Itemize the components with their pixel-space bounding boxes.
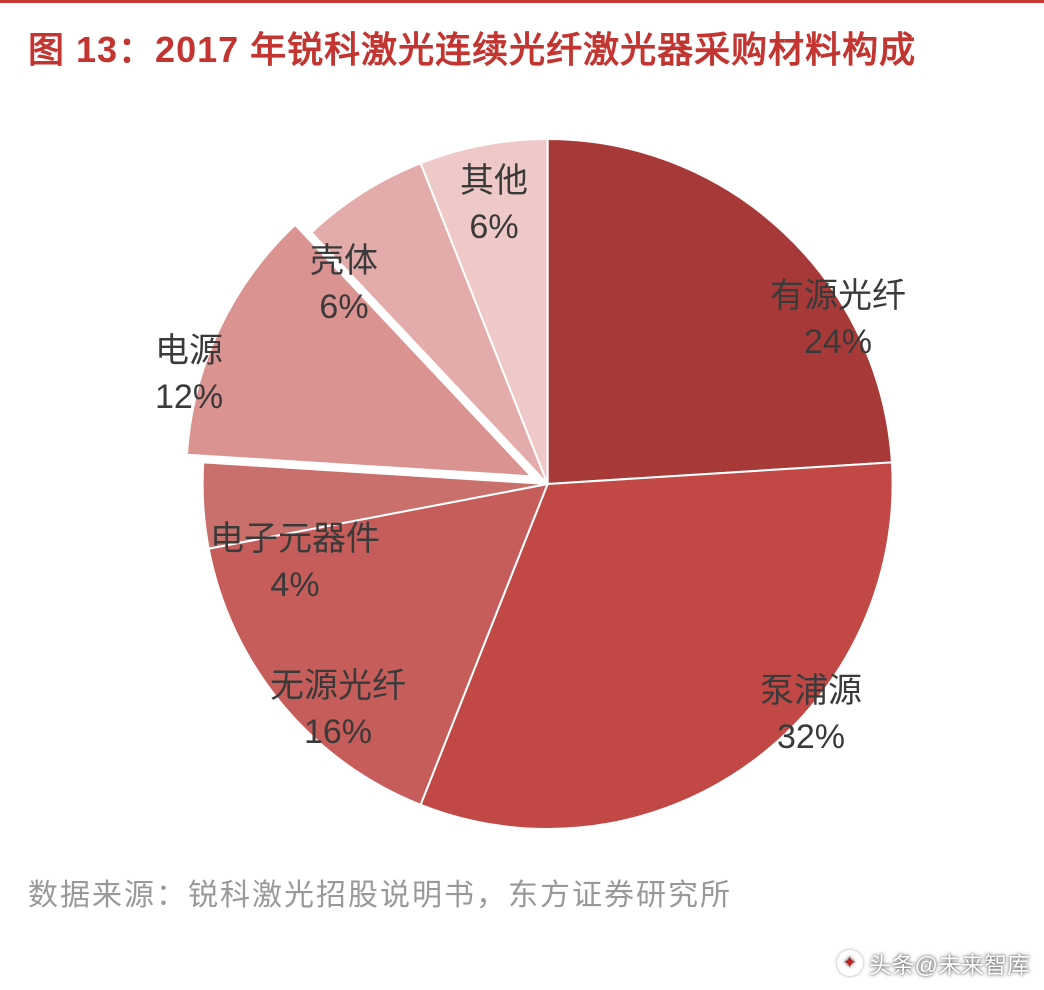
slice-label-percent: 6% (460, 205, 528, 251)
chart-container: 图 13：2017 年锐科激光连续光纤激光器采购材料构成 有源光纤24% 泵浦源3… (0, 0, 1044, 990)
slice-label-percent: 6% (310, 285, 378, 331)
slice-label-percent: 24% (770, 320, 906, 366)
watermark: ✦ 头条@未来智库 (837, 946, 1030, 980)
slice-label: 电子元器件4% (210, 517, 380, 609)
title-bar: 图 13：2017 年锐科激光连续光纤激光器采购材料构成 (0, 0, 1044, 89)
slice-label-name: 其他 (460, 159, 528, 205)
watermark-text: 头条@未来智库 (869, 946, 1030, 980)
slice-label-name: 有源光纤 (770, 274, 906, 320)
slice-label-name: 电子元器件 (210, 517, 380, 563)
chart-title: 图 13：2017 年锐科激光连续光纤激光器采购材料构成 (28, 21, 1016, 73)
slice-label: 电源12% (155, 329, 223, 421)
slice-label: 泵浦源32% (760, 669, 862, 761)
source-text: 数据来源：锐科激光招股说明书，东方证券研究所 (28, 870, 732, 914)
slice-label-name: 壳体 (310, 239, 378, 285)
slice-label-name: 泵浦源 (760, 669, 862, 715)
slice-label-percent: 32% (760, 715, 862, 761)
slice-label: 其他6% (460, 159, 528, 251)
slice-label-percent: 16% (270, 710, 406, 756)
slice-label: 无源光纤16% (270, 664, 406, 756)
slice-label-name: 电源 (155, 329, 223, 375)
slice-label-name: 无源光纤 (270, 664, 406, 710)
slice-label-percent: 12% (155, 375, 223, 421)
watermark-icon: ✦ (837, 950, 863, 976)
slice-label: 壳体6% (310, 239, 378, 331)
slice-label: 有源光纤24% (770, 274, 906, 366)
chart-area: 有源光纤24%泵浦源32%无源光纤16%电子元器件4%电源12%壳体6%其他6% (0, 89, 1044, 869)
slice-label-percent: 4% (210, 563, 380, 609)
